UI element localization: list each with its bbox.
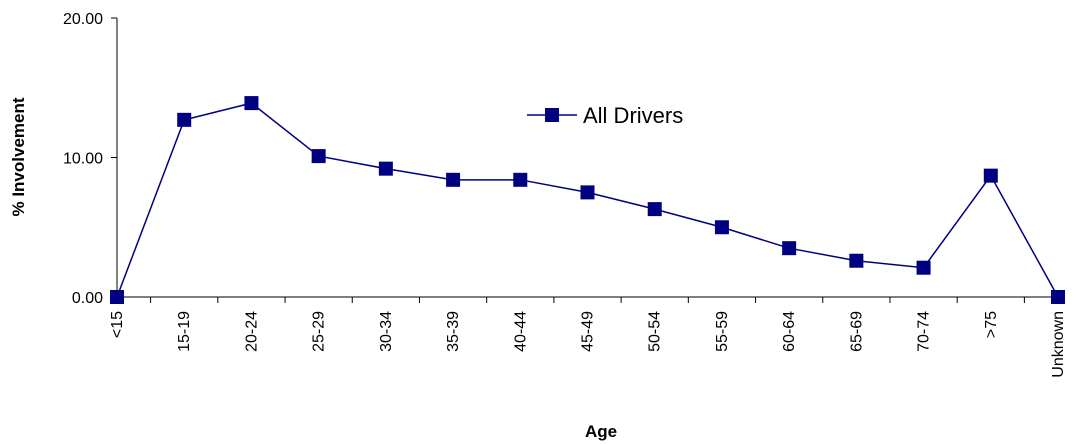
- x-tick-label: Unknown: [1050, 311, 1067, 378]
- x-ticks: <15 15-19 20-24 25-29 30-34 35-39 40-44 45-49 50…: [109, 297, 1067, 378]
- data-point: [916, 260, 931, 275]
- legend: All Drivers: [527, 103, 683, 128]
- x-tick-label: 35-39: [445, 311, 462, 352]
- y-tick-label: 0.00: [72, 290, 103, 307]
- y-axis-title: % Involvement: [9, 97, 28, 216]
- data-point: [1051, 290, 1065, 304]
- x-tick-label: 25-29: [311, 311, 328, 352]
- data-point: [983, 168, 998, 183]
- legend-marker: [545, 108, 559, 122]
- data-point: [110, 290, 124, 304]
- y-ticks: 0.00 10.00 20.00: [63, 11, 117, 307]
- series-layer: [110, 96, 1065, 304]
- data-point: [647, 202, 662, 217]
- legend-label-all-drivers: All Drivers: [583, 103, 683, 128]
- x-tick-label: 60-64: [781, 311, 798, 352]
- x-tick-label: 55-59: [714, 311, 731, 352]
- x-tick-label: 45-49: [580, 311, 597, 352]
- x-tick-label: 20-24: [243, 311, 260, 352]
- x-tick-label: 65-69: [848, 311, 865, 352]
- y-tick-label: 20.00: [63, 11, 103, 28]
- data-point: [782, 241, 797, 256]
- x-tick-label: <15: [109, 311, 126, 338]
- x-tick-label: 15-19: [176, 311, 193, 352]
- data-point: [244, 96, 259, 111]
- x-tick-label: 30-34: [378, 311, 395, 352]
- data-point: [580, 185, 595, 200]
- x-axis-title: Age: [585, 422, 617, 441]
- data-point: [311, 149, 326, 164]
- x-tick-label: 40-44: [512, 311, 529, 352]
- data-point: [446, 172, 461, 187]
- x-tick-label: 50-54: [647, 311, 664, 352]
- data-point: [378, 161, 393, 176]
- x-tick-label: 70-74: [916, 311, 933, 352]
- data-point: [714, 220, 729, 235]
- data-point: [177, 112, 192, 127]
- data-point: [849, 253, 864, 268]
- data-point: [513, 172, 528, 187]
- axes: [116, 18, 1058, 298]
- x-tick-label: >75: [983, 311, 1000, 338]
- y-tick-label: 10.00: [63, 151, 103, 168]
